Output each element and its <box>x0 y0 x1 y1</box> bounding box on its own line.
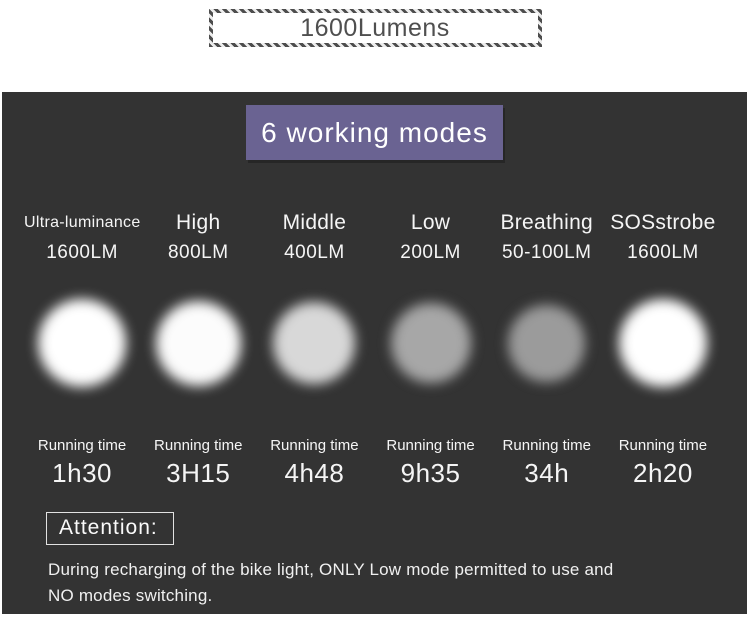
running-time-label: Running time <box>386 437 475 454</box>
mode-column-sosstrobe: SOSstrobe 1600LM Running time 2h20 <box>605 208 721 488</box>
light-glow-circle <box>38 299 127 387</box>
running-time-label: Running time <box>618 437 708 454</box>
mode-column-high: High 800LM Running time 3H15 <box>140 208 256 488</box>
working-modes-header-label: 6 working modes <box>261 116 488 148</box>
mode-column-breathing: Breathing 50-100LM Running time 34h <box>489 208 605 488</box>
glow-wrap <box>256 298 372 388</box>
mode-name: Low <box>410 211 451 234</box>
mode-name: Ultra-luminance <box>24 214 141 231</box>
running-time-label: Running time <box>502 437 591 454</box>
attention-note: During recharging of the bike light, ONL… <box>48 557 747 610</box>
mode-lumens: 400LM <box>284 242 345 263</box>
attention-note-line2: NO modes switching. <box>48 586 213 606</box>
running-time-value: 2h20 <box>632 458 693 488</box>
attention-badge: Attention: <box>46 512 174 545</box>
mode-lumens: 800LM <box>167 242 229 263</box>
glow-wrap <box>605 298 721 388</box>
light-glow-circle <box>390 303 471 383</box>
attention-label: Attention: <box>59 516 158 539</box>
mode-name: High <box>176 211 221 234</box>
glow-wrap <box>140 298 256 388</box>
glow-wrap <box>372 298 488 388</box>
running-time-label: Running time <box>37 437 127 454</box>
mode-column-middle: Middle 400LM Running time 4h48 <box>256 208 372 488</box>
modes-grid: Ultra-luminance 1600LM Running time 1h30… <box>2 208 747 488</box>
running-time-label: Running time <box>270 437 359 454</box>
running-time-value: 3H15 <box>166 458 231 488</box>
mode-lumens: 1600LM <box>627 242 699 263</box>
mode-name: SOSstrobe <box>610 211 716 234</box>
running-time-label: Running time <box>154 437 243 454</box>
light-glow-circle <box>618 299 707 387</box>
mode-column-ultra-luminance: Ultra-luminance 1600LM Running time 1h30 <box>24 208 140 488</box>
lumens-banner: 1600Lumens <box>208 9 542 47</box>
mode-column-low: Low 200LM Running time 9h35 <box>372 208 488 488</box>
light-glow-circle <box>508 304 586 382</box>
attention-note-line1: During recharging of the bike light, ONL… <box>48 560 614 579</box>
mode-name: Breathing <box>500 211 594 234</box>
light-glow-circle <box>273 302 356 384</box>
running-time-value: 9h35 <box>400 458 461 488</box>
mode-lumens: 50-100LM <box>501 242 592 263</box>
glow-wrap <box>489 298 605 388</box>
mode-name: Middle <box>282 211 347 234</box>
modes-panel: 6 working modes Ultra-luminance 1600LM R… <box>2 92 747 614</box>
running-time-value: 34h <box>524 458 570 488</box>
lumens-banner-label: 1600Lumens <box>300 13 450 42</box>
running-time-value: 1h30 <box>52 458 112 488</box>
mode-lumens: 200LM <box>400 242 461 263</box>
mode-lumens: 1600LM <box>46 242 118 263</box>
attention-row: Attention: <box>46 512 747 545</box>
working-modes-header: 6 working modes <box>246 105 503 160</box>
light-glow-circle <box>155 300 241 386</box>
glow-wrap <box>24 298 140 388</box>
running-time-value: 4h48 <box>284 458 345 488</box>
